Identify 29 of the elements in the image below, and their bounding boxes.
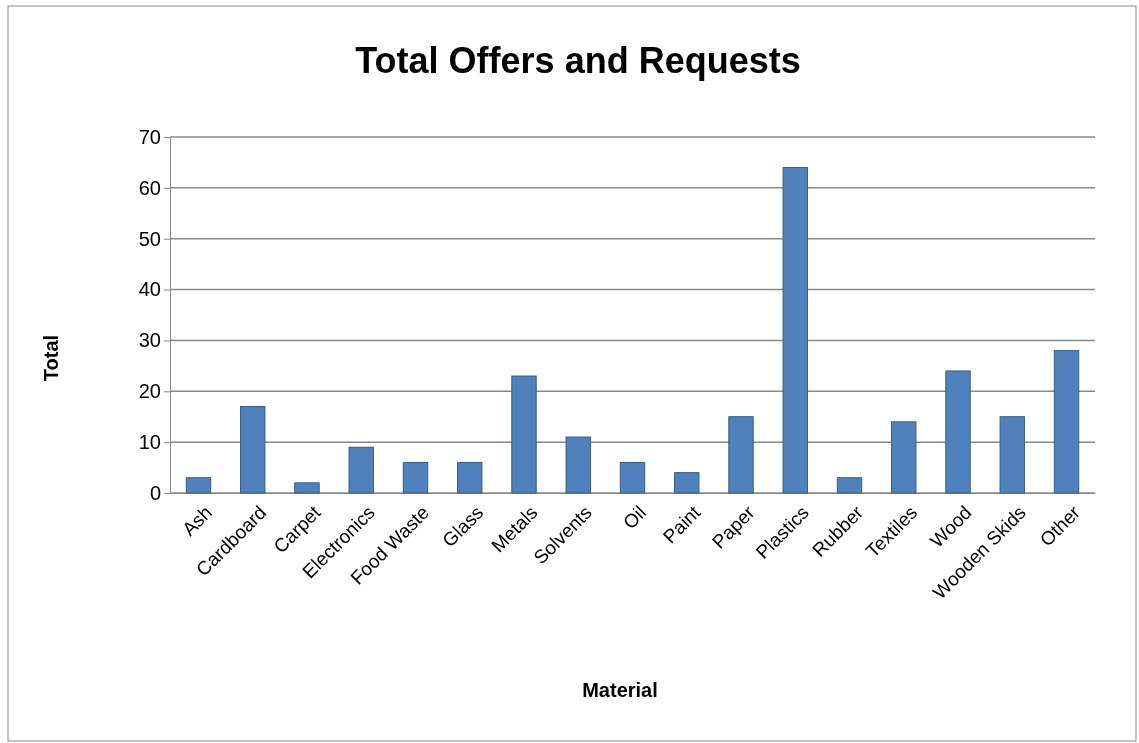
bar bbox=[836, 477, 863, 494]
y-tick-label: 30 bbox=[138, 329, 161, 352]
bar bbox=[348, 446, 374, 494]
y-tick-label: 40 bbox=[138, 278, 161, 301]
y-tick-label: 60 bbox=[138, 176, 161, 199]
bar bbox=[240, 406, 266, 494]
bar bbox=[945, 370, 971, 494]
y-tick-label: 20 bbox=[138, 380, 161, 403]
bar bbox=[674, 472, 700, 494]
bar bbox=[457, 461, 483, 494]
y-axis-title: Total bbox=[40, 334, 62, 382]
bar bbox=[1053, 350, 1080, 494]
y-tick-label: 70 bbox=[138, 125, 161, 148]
bar bbox=[294, 482, 320, 494]
y-tick-label: 50 bbox=[138, 227, 161, 250]
chart-title: Total Offers and Requests bbox=[355, 40, 801, 81]
x-tick-label: Oil bbox=[618, 501, 651, 534]
bar bbox=[619, 461, 646, 494]
bar bbox=[185, 477, 212, 494]
y-tick-label: 10 bbox=[138, 431, 161, 454]
bar bbox=[402, 461, 429, 494]
y-tick-label: 0 bbox=[149, 481, 161, 504]
bar bbox=[565, 436, 591, 494]
bar bbox=[999, 416, 1025, 494]
bar bbox=[782, 167, 808, 494]
bar bbox=[728, 416, 754, 494]
x-axis-title: Material bbox=[582, 679, 658, 701]
bar bbox=[511, 375, 537, 494]
bar bbox=[891, 421, 917, 494]
